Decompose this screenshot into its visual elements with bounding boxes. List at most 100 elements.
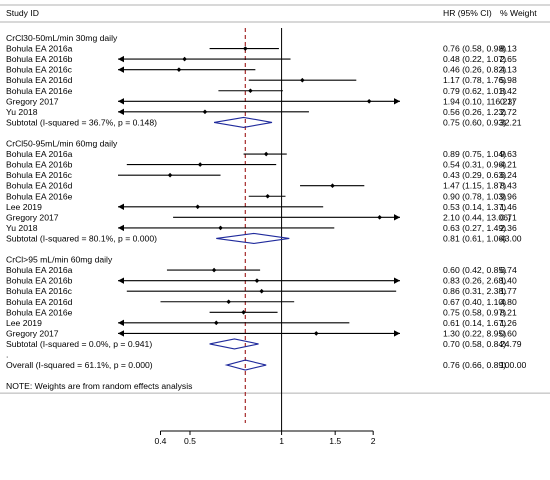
study-label: Lee 2019: [6, 318, 42, 328]
study-hr-ci: 0.60 (0.42, 0.85): [443, 265, 506, 275]
study-hr-ci: 0.76 (0.58, 0.98): [443, 44, 506, 54]
study-weight: 8.42: [500, 86, 517, 96]
study-label: Gregory 2017: [6, 96, 59, 106]
subtotal-diamond: [209, 338, 259, 350]
study-weight: 1.26: [500, 318, 517, 328]
study-weight: 8.21: [500, 307, 517, 317]
study-weight: 0.17: [500, 96, 517, 106]
study-weight: 9.96: [500, 191, 517, 201]
overall-diamond: [224, 359, 267, 371]
study-label: Bohula EA 2016d: [6, 297, 73, 307]
study-hr-ci: 0.79 (0.62, 1.01): [443, 86, 506, 96]
ci-arrow-left: [118, 224, 124, 232]
overall-label: Overall (I-squared = 61.1%, p = 0.000): [6, 360, 153, 370]
study-hr-ci: 1.47 (1.15, 1.87): [443, 181, 506, 191]
study-hr-ci: 0.90 (0.78, 1.03): [443, 191, 506, 201]
ci-arrow-left: [118, 66, 124, 73]
study-label: Lee 2019: [6, 202, 42, 212]
study-label: Bohula EA 2016b: [6, 276, 73, 286]
ci-arrow-right: [394, 277, 400, 284]
study-label: Yu 2018: [6, 223, 38, 233]
study-label: Bohula EA 2016a: [6, 149, 73, 159]
ci-arrow-right: [394, 214, 400, 221]
study-label: Bohula EA 2016c: [6, 170, 73, 180]
study-hr-ci: 0.46 (0.26, 0.82): [443, 65, 506, 75]
subtotal-weight: 43.00: [500, 233, 522, 243]
point-estimate: [195, 204, 200, 210]
study-hr-ci: 0.54 (0.31, 0.96): [443, 160, 506, 170]
study-weight: 8.43: [500, 181, 517, 191]
ci-arrow-left: [118, 98, 124, 105]
ci-arrow-left: [118, 108, 124, 116]
study-weight: 6.24: [500, 170, 517, 180]
study-hr-ci: 0.83 (0.26, 2.68): [443, 276, 506, 286]
point-estimate: [377, 215, 382, 220]
ci-arrow-left: [118, 277, 124, 284]
subgroup-label: CrCl>95 mL/min 60mg daily: [6, 255, 113, 265]
point-estimate: [265, 193, 270, 199]
ci-arrow-right: [394, 330, 400, 337]
header-weight: % Weight: [500, 8, 537, 18]
ci-arrow-right: [394, 98, 400, 105]
point-estimate: [211, 267, 217, 273]
point-estimate: [213, 320, 219, 326]
subtotal-weight: 32.21: [500, 117, 522, 127]
study-hr-ci: 1.30 (0.22, 8.95): [443, 328, 506, 338]
study-hr-ci: 0.61 (0.14, 1.67): [443, 318, 506, 328]
study-hr-ci: 1.94 (0.10, 116.23): [443, 96, 515, 106]
study-label: Gregory 2017: [6, 212, 59, 222]
reference-lines: [244, 28, 283, 431]
subgroup-label: CrCl50-95mL/min 60mg daily: [6, 139, 118, 149]
study-label: Bohula EA 2016c: [6, 65, 73, 75]
point-estimate: [176, 67, 182, 72]
subtotal-label: Subtotal (I-squared = 0.0%, p = 0.941): [6, 339, 152, 349]
study-hr-ci: 0.53 (0.14, 1.37): [443, 202, 506, 212]
study-label: Gregory 2017: [6, 328, 59, 338]
table-rules: [0, 4, 550, 394]
point-estimate: [226, 299, 231, 305]
ci-arrow-left: [118, 319, 124, 327]
ci-arrow-left: [118, 55, 124, 63]
subtotal-label: Subtotal (I-squared = 80.1%, p = 0.000): [6, 233, 157, 243]
subtotal-weight: 24.79: [500, 339, 522, 349]
point-estimate: [248, 88, 253, 94]
study-label: Bohula EA 2016b: [6, 54, 73, 64]
subtotal-hr-ci: 0.81 (0.61, 1.06): [443, 233, 506, 243]
study-label: Bohula EA 2016d: [6, 75, 73, 85]
point-estimate: [218, 225, 223, 231]
study-hr-ci: 0.43 (0.29, 0.63): [443, 170, 506, 180]
subtotal-diamond: [213, 116, 273, 128]
point-estimate: [263, 151, 269, 157]
study-hr-ci: 0.63 (0.27, 1.49): [443, 223, 506, 233]
study-weight: 1.46: [500, 202, 517, 212]
overall-weight: 100.00: [500, 360, 527, 370]
study-weight: 6.74: [500, 265, 517, 275]
point-estimate: [313, 331, 319, 336]
point-estimate: [241, 310, 246, 315]
point-estimate: [182, 56, 187, 62]
study-weight: 8.13: [500, 44, 517, 54]
footnote: NOTE: Weights are from random effects an…: [6, 381, 192, 391]
study-weight: 4.21: [500, 160, 517, 170]
subtotal-hr-ci: 0.70 (0.58, 0.84): [443, 339, 506, 349]
subtotal-diamond: [216, 232, 290, 245]
study-label: Bohula EA 2016c: [6, 286, 73, 296]
subtotal-hr-ci: 0.75 (0.60, 0.93): [443, 117, 506, 127]
study-weight: 4.13: [500, 65, 517, 75]
point-estimate: [202, 109, 208, 115]
study-hr-ci: 0.86 (0.31, 2.38): [443, 286, 506, 296]
x-tick-label: 2: [371, 436, 376, 446]
study-hr-ci: 0.56 (0.26, 1.23): [443, 107, 506, 117]
study-label: Bohula EA 2016d: [6, 181, 73, 191]
study-weight: 2.65: [500, 54, 517, 64]
study-weight: 5.98: [500, 75, 517, 85]
study-hr-ci: 0.75 (0.58, 0.97): [443, 307, 506, 317]
x-tick-label: 1.5: [329, 436, 341, 446]
x-axis: 0.4 0.5 1 1.5 2: [155, 430, 376, 446]
study-weight: 1.40: [500, 276, 517, 286]
study-weight: 0.71: [500, 212, 517, 222]
overall-hr-ci: 0.76 (0.66, 0.89): [443, 360, 506, 370]
study-hr-ci: 0.48 (0.22, 1.07): [443, 54, 506, 64]
study-label: Bohula EA 2016b: [6, 160, 73, 170]
